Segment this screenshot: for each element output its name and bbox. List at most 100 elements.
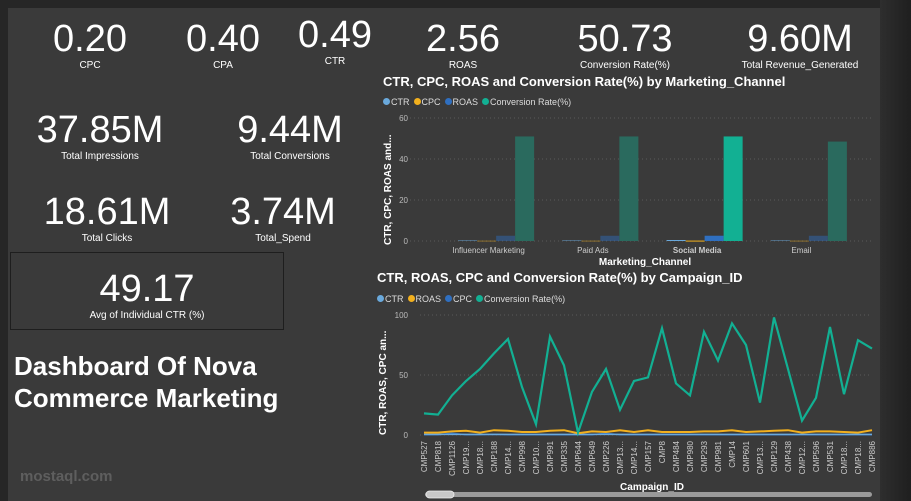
- kpi-card-total-impressions: 37.85M Total Impressions: [25, 111, 175, 162]
- x-tick-label: CMP18...: [476, 441, 485, 474]
- legend-item-cpc[interactable]: CPC: [445, 294, 472, 304]
- bar-chart[interactable]: 0 20 40 60 CTR, CPC, ROAS and... Influencer M…: [370, 105, 880, 270]
- legend-item-ctr[interactable]: CTR: [377, 294, 404, 304]
- kpi-label: CTR: [324, 56, 346, 67]
- title-line-2: Commerce Marketing: [14, 383, 279, 413]
- kpi-card-total-conversions: 9.44M Total Conversions: [215, 111, 365, 162]
- x-tick-label: Email: [791, 246, 811, 255]
- legend-item-cpc[interactable]: CPC: [413, 97, 441, 107]
- legend-item-conversion-rate[interactable]: Conversion Rate(%): [476, 294, 565, 304]
- x-tick-label: CMP818: [434, 440, 443, 472]
- x-tick-label: CMP991: [546, 440, 555, 472]
- x-tick-label: CMP14...: [630, 441, 639, 474]
- kpi-card-total-spend: 3.74M Total_Spend: [208, 193, 358, 244]
- x-tick-label: CMP644: [574, 440, 583, 472]
- y-tick-label: 0: [404, 237, 409, 246]
- line-conversion-rate-: [423, 317, 873, 437]
- avg-ctr-card: 49.17 Avg of Individual CTR (%): [10, 252, 284, 330]
- bar-roas-social-media: [704, 235, 724, 241]
- kpi-value: 37.85M: [36, 109, 164, 151]
- kpi-value: 18.61M: [43, 191, 171, 233]
- legend-item-roas[interactable]: ROAS: [407, 294, 441, 304]
- bar-roas-paid-ads: [600, 235, 620, 241]
- kpi-card-cpa: 0.40 CPA: [173, 20, 273, 71]
- bar-ctr-influencer-marketing: [458, 239, 478, 241]
- line-chart[interactable]: 0 50 100 CTR, ROAS, CPC an... CMP527 CMP818 CM…: [370, 300, 880, 501]
- kpi-value: 0.20: [53, 18, 127, 60]
- x-tick-label: CMP596: [812, 440, 821, 472]
- kpi-card-roas: 2.56 ROAS: [413, 20, 513, 71]
- x-tick-label: CMP13...: [616, 441, 625, 474]
- y-tick-label: 50: [399, 371, 408, 380]
- kpi-label: Total Impressions: [61, 151, 139, 162]
- x-tick-label: CMP188: [490, 440, 499, 472]
- dashboard-title: Dashboard Of Nova Commerce Marketing: [14, 350, 278, 414]
- bar-cpc-social-media: [685, 240, 705, 242]
- kpi-label: Total Revenue_Generated: [741, 60, 859, 71]
- x-tick-label: CMP649: [588, 440, 597, 472]
- x-tick-label: Influencer Marketing: [452, 246, 524, 255]
- bar-ctr-email: [770, 239, 790, 241]
- line-chart-title: CTR, ROAS, CPC and Conversion Rate(%) by…: [377, 270, 743, 285]
- x-tick-label: CMP14: [728, 440, 737, 467]
- kpi-label: Total Conversions: [250, 151, 330, 162]
- x-tick-label: CMP293: [700, 440, 709, 472]
- bar-cpc-influencer-marketing: [477, 240, 497, 242]
- x-tick-label: CMP14...: [504, 441, 513, 474]
- title-line-1: Dashboard Of Nova: [14, 351, 257, 381]
- kpi-label: ROAS: [448, 60, 478, 71]
- x-tick-label: CMP1126: [448, 440, 457, 476]
- x-tick-label: CMP18...: [854, 441, 863, 474]
- x-tick-label: CMP601: [742, 440, 751, 472]
- x-tick-label: CMP981: [714, 440, 723, 472]
- x-tick-label: CMP13...: [756, 441, 765, 474]
- y-tick-label: 0: [404, 431, 409, 440]
- bar-roas-email: [808, 235, 828, 241]
- kpi-card-conversion-rate: 50.73 Conversion Rate(%): [555, 20, 695, 71]
- x-tick-label: CMP980: [686, 440, 695, 472]
- x-tick-label: CMP12...: [798, 441, 807, 474]
- legend-item-ctr[interactable]: CTR: [383, 97, 410, 107]
- kpi-card-total-revenue: 9.60M Total Revenue_Generated: [725, 20, 875, 71]
- y-axis-label: CTR, CPC, ROAS and...: [383, 134, 394, 245]
- kpi-label: Avg of Individual CTR (%): [89, 310, 205, 321]
- x-tick-label: CMP886: [868, 440, 877, 472]
- kpi-card-total-clicks: 18.61M Total Clicks: [32, 193, 182, 244]
- x-tick-label: CMP527: [420, 440, 429, 472]
- y-tick-label: 100: [395, 311, 409, 320]
- x-tick-label: CMP8: [658, 440, 667, 463]
- bar-roas-influencer-marketing: [496, 235, 516, 241]
- kpi-label: Conversion Rate(%): [579, 60, 671, 71]
- kpi-label: Total_Spend: [255, 233, 311, 244]
- kpi-label: Total Clicks: [81, 233, 133, 244]
- x-tick-label: Social Media: [673, 246, 722, 255]
- y-tick-label: 60: [399, 114, 408, 123]
- bar-cpc-paid-ads: [581, 240, 601, 242]
- kpi-label: CPA: [213, 60, 233, 71]
- line-chart-legend: CTR ROAS CPC Conversion Rate(%): [377, 294, 565, 304]
- scrollbar-thumb[interactable]: [425, 490, 455, 499]
- bar-conversion-rate--paid-ads: [619, 136, 639, 241]
- bar-chart-title: CTR, CPC, ROAS and Conversion Rate(%) by…: [383, 74, 786, 89]
- legend-item-roas[interactable]: ROAS: [444, 97, 478, 107]
- x-tick-label: Paid Ads: [577, 246, 609, 255]
- kpi-value: 50.73: [577, 18, 673, 60]
- x-tick-label: CMP531: [826, 440, 835, 472]
- horizontal-scrollbar[interactable]: [425, 492, 872, 497]
- bar-chart-legend: CTR CPC ROAS Conversion Rate(%): [383, 97, 571, 107]
- x-tick-label: CMP18...: [840, 441, 849, 474]
- kpi-label: CPC: [79, 60, 101, 71]
- x-tick-label: CMP226: [602, 440, 611, 472]
- x-tick-label: CMP484: [672, 440, 681, 472]
- kpi-value: 0.40: [186, 18, 260, 60]
- right-edge: [880, 0, 911, 501]
- kpi-value: 3.74M: [230, 191, 336, 233]
- x-tick-label: CMP335: [560, 440, 569, 472]
- kpi-value: 49.17: [99, 268, 195, 310]
- watermark: mostaql.com: [20, 468, 113, 485]
- x-tick-label: CMP998: [518, 440, 527, 472]
- x-tick-label: CMP10...: [532, 441, 541, 474]
- legend-item-conversion-rate[interactable]: Conversion Rate(%): [482, 97, 571, 107]
- bar-conversion-rate--influencer-marketing: [515, 136, 535, 241]
- x-tick-label: CMP19...: [462, 441, 471, 474]
